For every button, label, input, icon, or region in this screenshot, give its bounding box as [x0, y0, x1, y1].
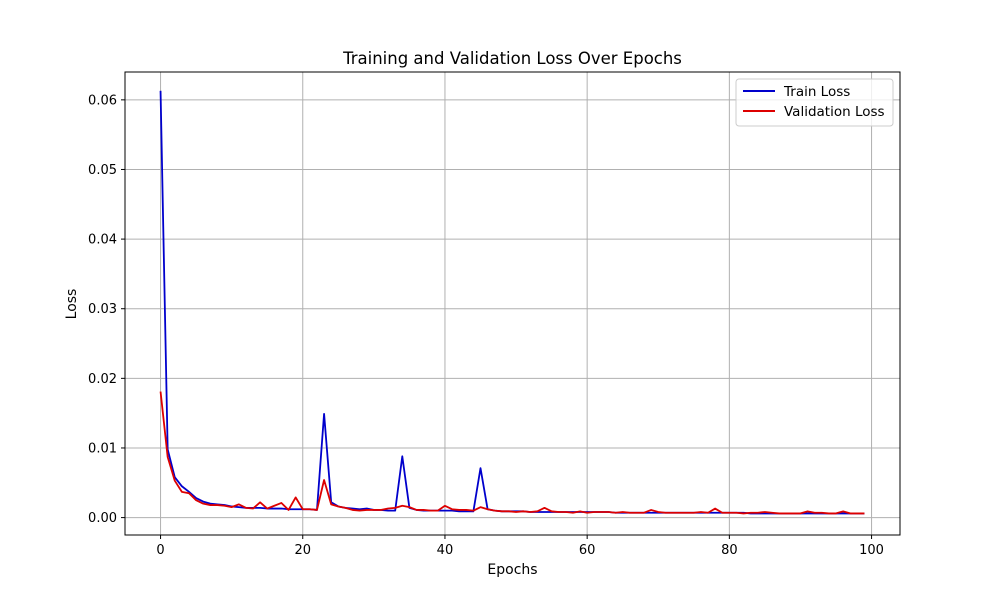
- x-axis-label: Epochs: [487, 562, 537, 578]
- legend-box: [735, 78, 894, 127]
- validation-loss-line: [159, 391, 865, 515]
- y-axis-label: Loss: [64, 289, 80, 320]
- y-tick-label: 0.04: [88, 233, 117, 248]
- y-axis-ticks: 0.00 0.01 0.02 0.03 0.04 0.05 0.06: [88, 93, 125, 526]
- y-tick-label: 0.01: [88, 441, 117, 456]
- x-tick-label: 100: [859, 543, 884, 558]
- chart-title: Training and Validation Loss Over Epochs: [342, 49, 682, 68]
- y-tick-label: 0.00: [88, 511, 117, 526]
- y-tick-label: 0.03: [88, 302, 117, 317]
- y-tick-label: 0.05: [88, 163, 117, 178]
- axes-frame: [124, 71, 901, 536]
- x-tick-label: 20: [294, 543, 311, 558]
- legend-label-train-loss: Train Loss: [783, 84, 850, 100]
- series-lines: [159, 90, 865, 515]
- x-tick-label: 0: [156, 543, 164, 558]
- axes-background: [125, 72, 900, 535]
- legend-label-validation-loss: Validation Loss: [784, 104, 885, 120]
- y-tick-label: 0.02: [88, 372, 117, 387]
- x-tick-label: 80: [721, 543, 738, 558]
- x-axis-ticks: 0 20 40 60 80 100: [156, 535, 884, 558]
- y-tick-label: 0.06: [88, 93, 117, 108]
- plot-area: [124, 71, 901, 536]
- x-tick-label: 40: [437, 543, 454, 558]
- x-tick-label: 60: [579, 543, 596, 558]
- legend: Train Loss Validation Loss: [735, 78, 894, 127]
- grid-lines: [125, 72, 900, 535]
